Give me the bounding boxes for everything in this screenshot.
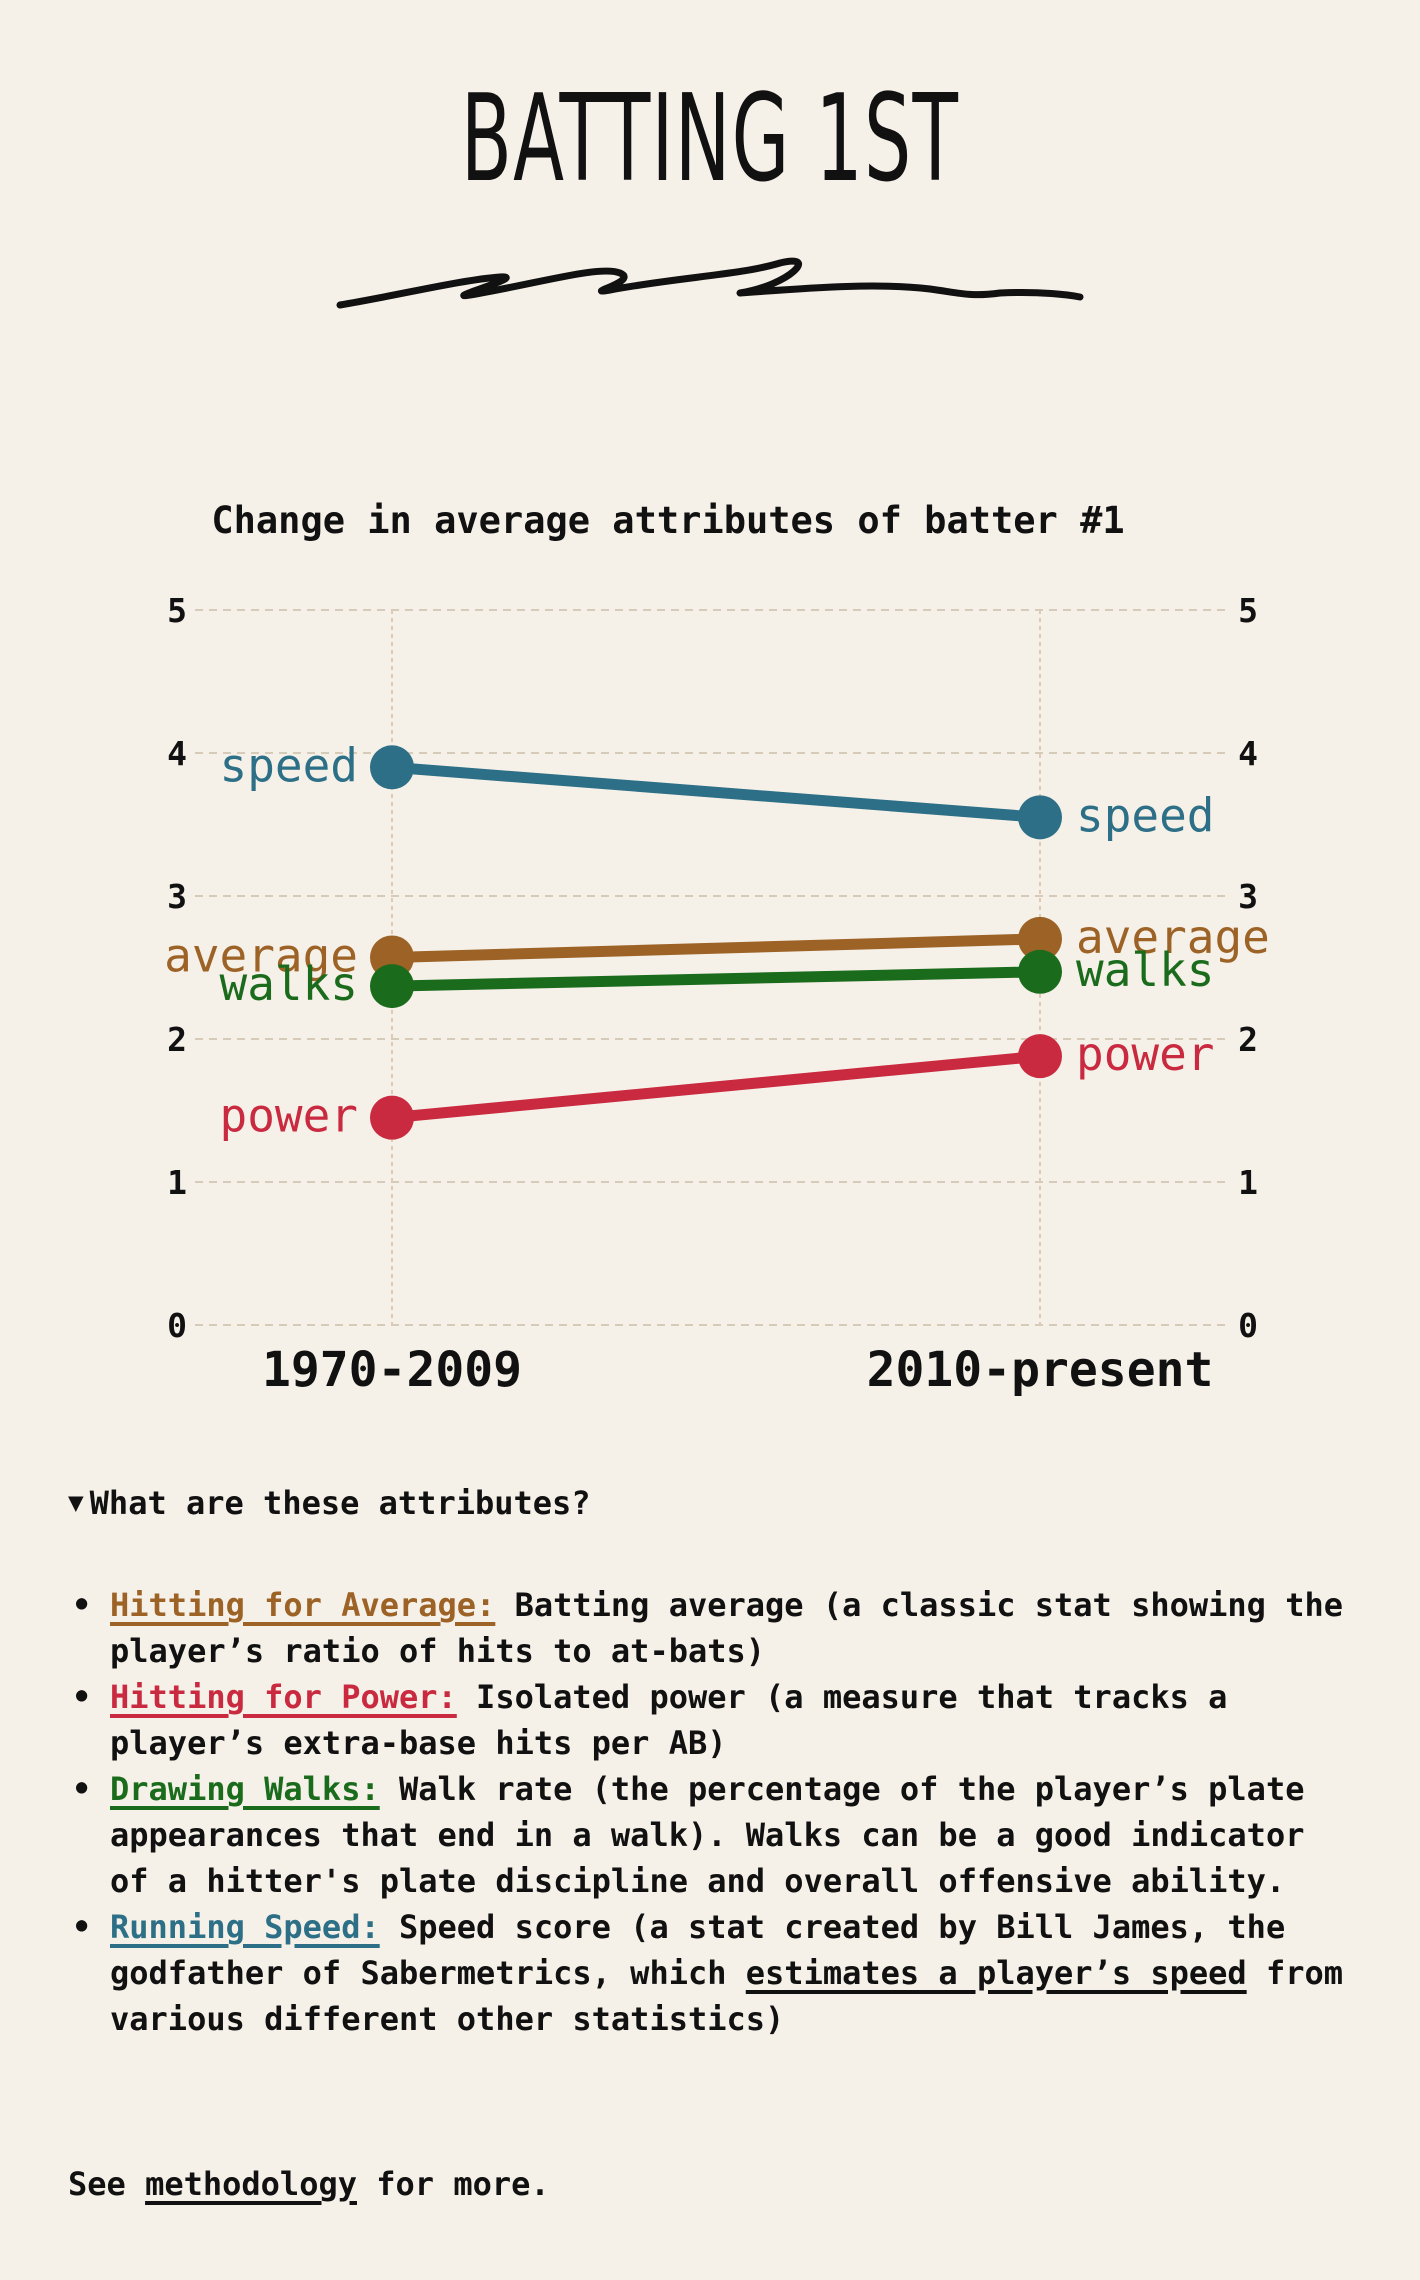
speed-description-end: from various different other statistics) [110, 1954, 1343, 2038]
marker-power [370, 1095, 414, 1140]
average-label: Hitting for Average: [110, 1586, 496, 1624]
walks-label: Drawing Walks: [110, 1770, 380, 1808]
series-line-speed [386, 761, 1046, 823]
series-label-average: average [1076, 910, 1270, 964]
y-tick-label-left: 5 [167, 591, 187, 630]
series-line-walks [386, 966, 1046, 992]
y-tick-label-right: 5 [1238, 591, 1258, 630]
power-description: Isolated power (a measure that tracks a … [110, 1678, 1228, 1762]
series-line-average [386, 933, 1046, 963]
speed-label: Running Speed: [110, 1908, 380, 1946]
y-tick-label-right: 4 [1238, 734, 1258, 773]
grid: 0 0 1 1 2 2 3 3 4 4 5 5 1970-2009 2010-present [167, 591, 1258, 1398]
methodology-note: See methodology for more. [68, 2165, 550, 2203]
y-tick-label-left: 4 [167, 734, 187, 773]
series-line-power [386, 1050, 1046, 1124]
details-summary-label: What are these attributes? [89, 1484, 591, 1522]
series-label-walks: walks [1076, 943, 1214, 997]
methodology-link[interactable]: methodology [145, 2165, 357, 2203]
y-tick-label-right: 2 [1238, 1020, 1258, 1059]
marker-speed [1018, 795, 1062, 840]
series-label-average: average [164, 928, 358, 982]
methodology-suffix: for more. [356, 2165, 550, 2203]
speed-description-start: Speed score (a stat created by Bill Jame… [110, 1908, 1286, 1992]
marker-walks [370, 964, 414, 1009]
list-item: Running Speed: Speed score (a stat creat… [72, 1904, 1358, 2042]
triangle-down-icon: ▼ [68, 1488, 84, 1518]
x-category-label: 2010-present [867, 1342, 1214, 1398]
marker-average [1018, 916, 1062, 961]
marker-walks [1018, 949, 1062, 994]
series-label-walks: walks [220, 957, 358, 1011]
list-item: Hitting for Average: Batting average (a … [72, 1582, 1358, 1674]
speed-score-link[interactable]: estimates a player’s speed [745, 1954, 1247, 1992]
squiggle-divider [336, 257, 1084, 309]
series-label-speed: speed [1076, 788, 1214, 842]
attributes-details: ▼ What are these attributes? Hitting for… [68, 1480, 1358, 2042]
series-label-power: power [220, 1089, 358, 1143]
x-category-label: 1970-2009 [262, 1342, 522, 1398]
walks-description: Walk rate (the percentage of the player’… [110, 1770, 1305, 1900]
series-label-power: power [1076, 1027, 1214, 1081]
power-label: Hitting for Power: [110, 1678, 457, 1716]
marker-speed [370, 745, 414, 790]
average-description: Batting average (a classic stat showing … [110, 1586, 1343, 1670]
line-chart: Change in average attributes of batter #… [164, 499, 1270, 1398]
y-tick-label-left: 2 [167, 1020, 187, 1059]
list-item: Hitting for Power: Isolated power (a mea… [72, 1674, 1358, 1766]
attribute-list: Hitting for Average: Batting average (a … [68, 1582, 1358, 2042]
y-tick-label-left: 3 [167, 877, 187, 916]
marker-power [1018, 1034, 1062, 1079]
y-tick-label-left: 0 [167, 1306, 187, 1345]
y-tick-label-right: 3 [1238, 877, 1258, 916]
series-label-speed: speed [220, 738, 358, 792]
y-tick-label-right: 0 [1238, 1306, 1258, 1345]
methodology-prefix: See [68, 2165, 146, 2203]
details-summary[interactable]: ▼ What are these attributes? [68, 1480, 1358, 1526]
list-item: Drawing Walks: Walk rate (the percentage… [72, 1766, 1358, 1904]
y-tick-label-right: 1 [1238, 1163, 1258, 1202]
y-tick-label-left: 1 [167, 1163, 187, 1202]
page-title: BATTING 1ST [460, 70, 960, 209]
chart-title: Change in average attributes of batter #… [211, 499, 1124, 542]
